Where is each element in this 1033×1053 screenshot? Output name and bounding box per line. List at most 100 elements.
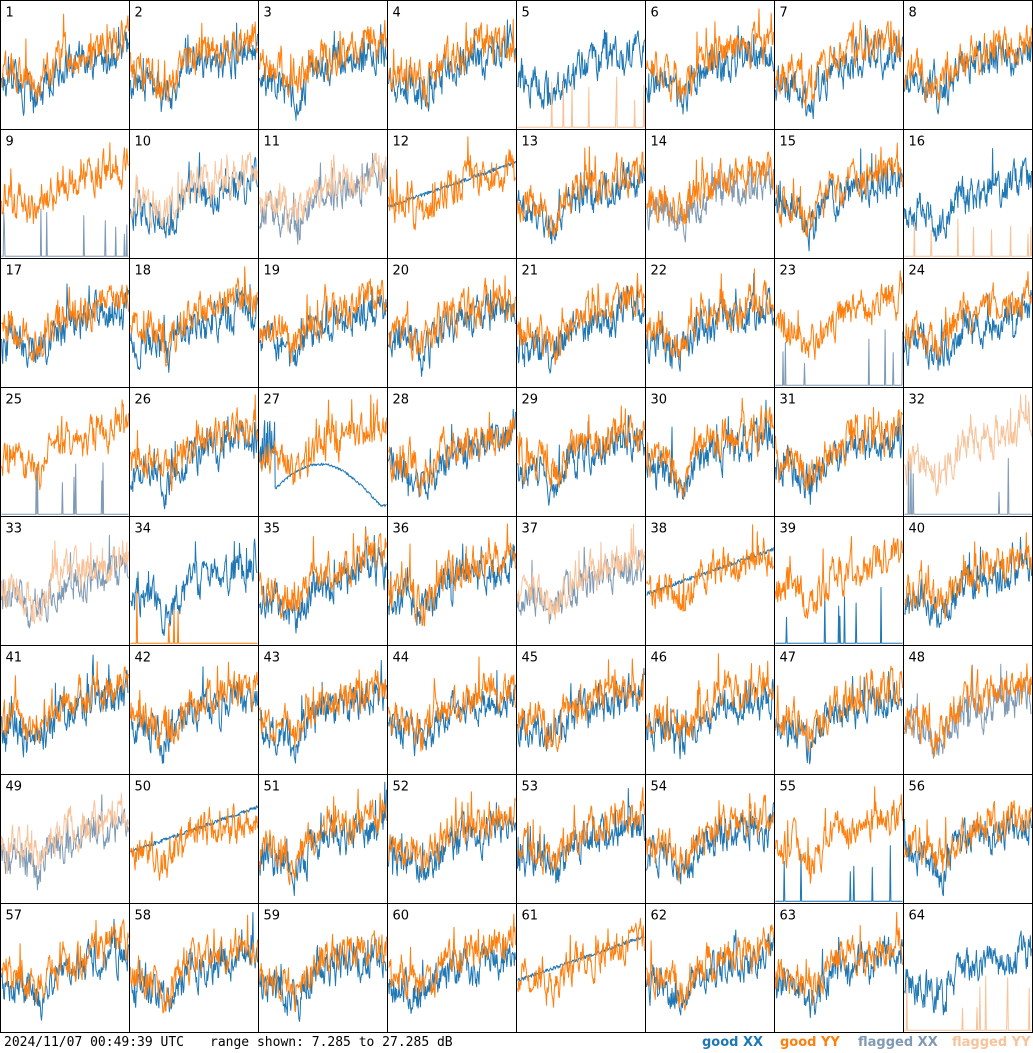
series-yy <box>388 791 516 874</box>
legend-good-xx: good XX <box>702 1035 764 1050</box>
series-yy <box>646 524 774 612</box>
panel-label: 28 <box>393 393 410 408</box>
series-yy <box>259 278 387 364</box>
panel-32: 32 <box>903 387 1033 517</box>
panel-label: 7 <box>780 6 788 21</box>
series-yy <box>904 394 1032 496</box>
panel-label: 5 <box>522 6 530 21</box>
series-yy <box>775 142 903 238</box>
legend-flagged-xx: flagged XX <box>858 1035 938 1050</box>
panel-label: 14 <box>651 135 668 150</box>
panel-34: 34 <box>129 516 259 646</box>
panel-37: 37 <box>516 516 646 646</box>
panel-label: 35 <box>264 522 281 537</box>
panel-label: 6 <box>651 6 659 21</box>
panel-label: 27 <box>264 393 281 408</box>
panel-28: 28 <box>387 387 517 517</box>
series-yy <box>130 661 258 750</box>
series-yy <box>646 924 774 1011</box>
series-xx <box>130 152 258 239</box>
panel-label: 12 <box>393 135 410 150</box>
series-yy <box>1 793 129 874</box>
panel-14: 14 <box>645 129 775 259</box>
series-xx <box>388 670 516 757</box>
panel-29: 29 <box>516 387 646 517</box>
panel-7: 7 <box>774 0 904 130</box>
panel-38: 38 <box>645 516 775 646</box>
panel-27: 27 <box>258 387 388 517</box>
panel-62: 62 <box>645 903 775 1033</box>
panel-12: 12 <box>387 129 517 259</box>
panel-63: 63 <box>774 903 904 1033</box>
panel-label: 42 <box>135 651 152 666</box>
series-yy <box>130 394 258 492</box>
panel-1: 1 <box>0 0 130 130</box>
panel-label: 48 <box>909 651 926 666</box>
panel-59: 59 <box>258 903 388 1033</box>
series-yy <box>130 151 258 229</box>
panel-33: 33 <box>0 516 130 646</box>
panel-label: 37 <box>522 522 539 537</box>
series-xx <box>1 534 129 629</box>
series-yy <box>904 663 1032 757</box>
panel-label: 16 <box>909 135 926 150</box>
panel-57: 57 <box>0 903 130 1033</box>
series-yy <box>517 405 645 489</box>
range-label: range shown: 7.285 to 27.285 dB <box>210 1035 453 1050</box>
panel-18: 18 <box>129 258 259 388</box>
series-yy <box>646 151 774 226</box>
series-xx <box>904 457 1032 515</box>
panel-11: 11 <box>258 129 388 259</box>
panel-label: 39 <box>780 522 797 537</box>
panel-26: 26 <box>129 387 259 517</box>
panel-label: 57 <box>6 909 23 924</box>
panel-36: 36 <box>387 516 517 646</box>
series-xx <box>517 29 645 110</box>
timestamp: 2024/11/07 00:49:39 UTC <box>4 1035 185 1050</box>
series-yy <box>1 661 129 743</box>
panel-40: 40 <box>903 516 1033 646</box>
series-yy <box>775 786 903 884</box>
series-yy <box>259 152 387 232</box>
series-yy <box>904 24 1032 104</box>
series-yy <box>130 266 258 367</box>
panel-label: 61 <box>522 909 539 924</box>
panel-label: 54 <box>651 780 668 795</box>
series-xx <box>775 24 903 120</box>
panel-label: 30 <box>651 393 668 408</box>
series-yy <box>130 914 258 1014</box>
series-xx <box>130 912 258 1013</box>
legend-good-yy: good YY <box>780 1035 840 1050</box>
series-xx <box>775 417 903 505</box>
panel-label: 34 <box>135 522 152 537</box>
series-xx <box>1 794 129 891</box>
series-yy <box>517 658 645 753</box>
panel-label: 23 <box>780 264 797 279</box>
panel-label: 9 <box>6 135 14 150</box>
series-yy <box>775 911 903 1006</box>
series-yy <box>904 975 1032 1031</box>
panel-label: 46 <box>651 651 668 666</box>
panel-35: 35 <box>258 516 388 646</box>
series-yy <box>130 591 258 644</box>
series-xx <box>259 152 387 245</box>
series-xx <box>904 536 1032 629</box>
series-xx <box>775 845 903 902</box>
panel-42: 42 <box>129 645 259 775</box>
series-yy <box>646 8 774 103</box>
series-xx <box>775 329 903 386</box>
series-yy <box>517 76 645 128</box>
panel-label: 43 <box>264 651 281 666</box>
series-xx <box>130 666 258 764</box>
series-yy <box>388 275 516 362</box>
panel-61: 61 <box>516 903 646 1033</box>
panel-2: 2 <box>129 0 259 130</box>
panel-49: 49 <box>0 774 130 904</box>
series-xx <box>130 805 258 853</box>
panel-52: 52 <box>387 774 517 904</box>
series-xx <box>1 208 129 257</box>
series-xx <box>904 807 1032 897</box>
panel-8: 8 <box>903 0 1033 130</box>
series-xx <box>388 19 516 112</box>
